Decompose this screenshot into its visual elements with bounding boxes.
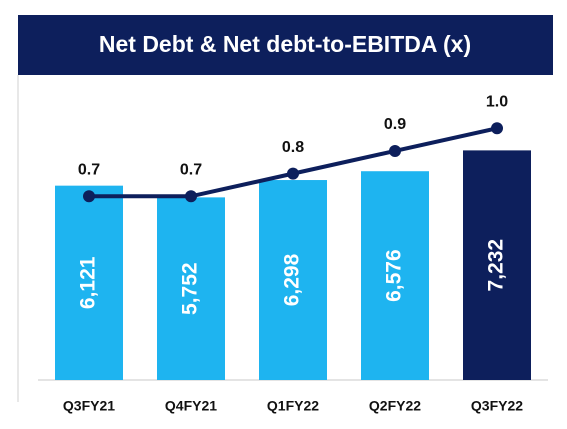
bar (463, 150, 531, 380)
bar-value-label: 6,298 (281, 253, 304, 306)
title-band (18, 15, 553, 75)
bar-value-label: 6,576 (383, 249, 406, 302)
bar (259, 180, 327, 380)
chart-title: Net Debt & Net debt-to-EBITDA (x) (99, 31, 471, 57)
x-tick-label: Q1FY22 (267, 398, 319, 414)
bar (157, 197, 225, 380)
bar-value-label: 7,232 (485, 239, 508, 292)
bar-value-label: 6,121 (77, 256, 100, 309)
line-point (185, 190, 197, 203)
line-point (83, 190, 95, 203)
line-point (491, 122, 503, 135)
x-tick-label: Q3FY21 (63, 398, 115, 414)
x-tick-label: Q4FY21 (165, 398, 217, 414)
line-point (389, 144, 401, 157)
bar-value-label: 5,752 (179, 262, 202, 315)
x-tick-label: Q3FY22 (471, 398, 523, 414)
line-point (287, 167, 299, 180)
line-value-label: 1.0 (486, 93, 508, 110)
line-value-label: 0.9 (384, 116, 406, 133)
line-value-label: 0.8 (282, 139, 304, 156)
bar (55, 185, 123, 380)
line-value-label: 0.7 (78, 162, 100, 179)
bar (361, 171, 429, 380)
x-tick-label: Q2FY22 (369, 398, 421, 414)
line-value-label: 0.7 (180, 162, 202, 179)
